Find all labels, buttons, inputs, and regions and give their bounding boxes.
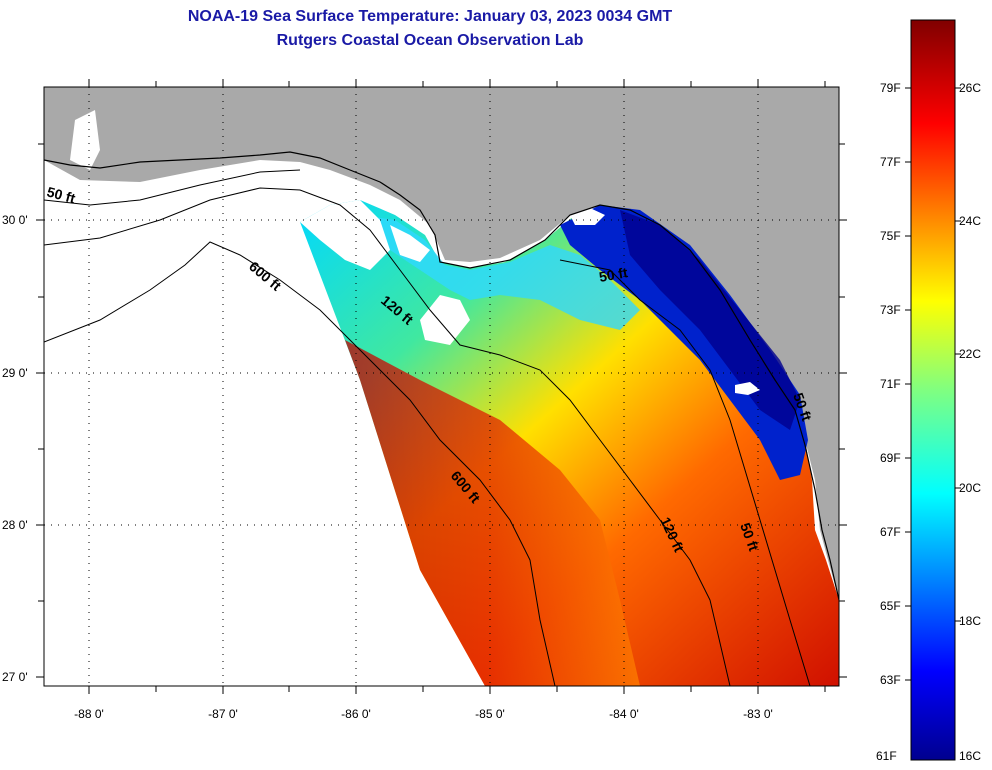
cb-c-22: 22C: [959, 347, 981, 361]
contour-600ft: [44, 241, 556, 686]
colorbar-gradient: [910, 19, 956, 761]
map-plot-area: 50 ft 600 ft 120 ft 50 ft 600 ft 120 ft …: [44, 87, 839, 686]
lon-label-83: -83 0': [743, 707, 773, 721]
lat-label-28: 28 0': [2, 518, 28, 532]
sst-cyan-band: [360, 215, 640, 330]
cb-c-18: 18C: [959, 614, 981, 628]
contour-label-50ft-big-bend: 50 ft: [598, 264, 629, 285]
contour-50ft-east: [559, 259, 811, 686]
lat-label-29: 29 0': [2, 366, 28, 380]
contour-label-50ft-west: 50 ft: [45, 183, 77, 206]
lat-axis: 30 0' 29 0' 28 0' 27 0': [2, 143, 847, 684]
sst-warm-core: [345, 340, 640, 686]
map-subtitle: Rutgers Coastal Ocean Observation Lab: [276, 32, 584, 49]
sst-cold-core: [620, 210, 800, 430]
cb-f-65: 65F: [880, 599, 901, 613]
lon-label-86: -86 0': [341, 707, 371, 721]
cb-f-75: 75F: [880, 229, 901, 243]
map-title: NOAA-19 Sea Surface Temperature: January…: [187, 8, 673, 25]
sst-cold-band: [560, 205, 808, 480]
lon-label-87: -87 0': [208, 707, 238, 721]
lon-label-85: -85 0': [475, 707, 505, 721]
colorbar: 79F 77F 75F 73F 71F 69F 67F 65F 63F 61F …: [876, 19, 981, 763]
cb-f-73: 73F: [880, 303, 901, 317]
lon-label-88: -88 0': [74, 707, 104, 721]
lat-label-27: 27 0': [2, 670, 28, 684]
cb-c-24: 24C: [959, 214, 981, 228]
cb-f-71: 71F: [880, 377, 901, 391]
lon-axis: -88 0' -87 0' -86 0' -85 0' -84 0' -83 0…: [74, 79, 826, 721]
cb-f-61: 61F: [876, 749, 897, 763]
cb-f-79: 79F: [880, 81, 901, 95]
cb-f-77: 77F: [880, 155, 901, 169]
contour-50ft-west: [44, 169, 301, 206]
cb-c-26: 26C: [959, 81, 981, 95]
plot-border: [43, 86, 840, 687]
cb-f-69: 69F: [880, 451, 901, 465]
lat-label-30: 30 0': [2, 213, 28, 227]
lon-label-84: -84 0': [609, 707, 639, 721]
contour-120ft-west: [44, 187, 731, 686]
coastline: [44, 151, 839, 601]
cb-f-63: 63F: [880, 673, 901, 687]
mobile-bay: [70, 110, 100, 170]
cb-c-16: 16C: [959, 749, 981, 763]
cb-c-20: 20C: [959, 481, 981, 495]
cb-f-67: 67F: [880, 525, 901, 539]
